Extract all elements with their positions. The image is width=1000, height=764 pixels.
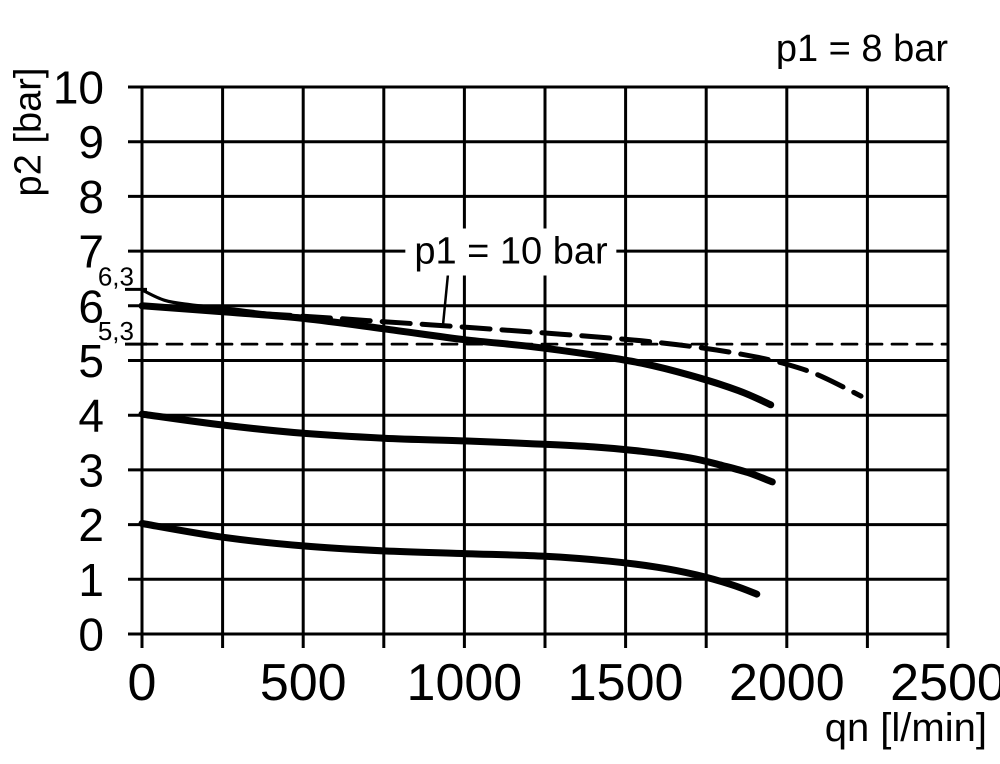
y-tick-label: 9	[78, 116, 104, 168]
x-axis-title: qn [l/min]	[824, 706, 987, 750]
special-y-tick-label: 6,3	[98, 261, 134, 291]
y-tick-label: 10	[53, 62, 104, 114]
annotation-p1-10bar: p1 = 10 bar	[405, 228, 617, 276]
y-tick-label: 4	[78, 390, 104, 442]
x-tick-labels: 0 500 1000 1500 2000 2500	[128, 654, 1000, 712]
y-tick-label: 5	[78, 335, 104, 387]
y-tick-label: 2	[78, 499, 104, 551]
x-tick-label: 1500	[568, 654, 684, 712]
x-tick-label: 2500	[890, 654, 1000, 712]
curve-p1_8bar_set4	[138, 410, 776, 486]
x-tick-label: 500	[260, 654, 347, 712]
y-tick-label: 6	[78, 280, 104, 332]
y-tick-label: 0	[78, 609, 104, 661]
curve-p1_10bar_dashed	[220, 308, 864, 399]
y-tick-label: 1	[78, 554, 104, 606]
annotation-p1-8bar: p1 = 8 bar	[775, 28, 948, 70]
special-y-tick-label: 5,3	[98, 316, 134, 346]
annotation-leader	[441, 273, 450, 326]
curves	[138, 288, 950, 598]
y-axis-title: p2 [bar]	[7, 67, 50, 197]
x-tick-label: 2000	[729, 654, 845, 712]
x-tick-label: 0	[128, 654, 157, 712]
y-tick-label: 3	[78, 444, 104, 496]
curve-p1_8bar_set2	[138, 520, 761, 598]
grid-lines	[128, 85, 950, 648]
leader-line-p1-10bar	[441, 273, 450, 326]
x-tick-label: 1000	[407, 654, 523, 712]
curve-p1_8bar_set6	[138, 302, 775, 409]
y-tick-label: 8	[78, 171, 104, 223]
y-tick-label: 7	[78, 226, 104, 278]
